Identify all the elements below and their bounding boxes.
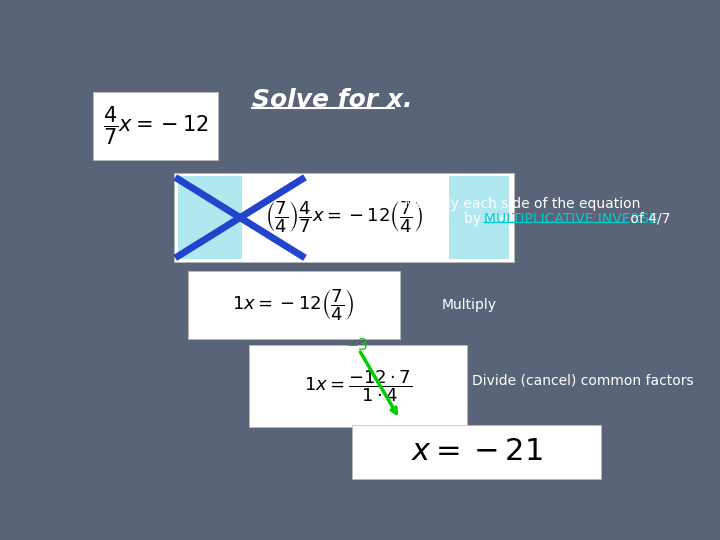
Text: Solve for x.: Solve for x. — [252, 87, 413, 112]
Text: $x = -21$: $x = -21$ — [410, 437, 542, 467]
Text: by the: by the — [464, 212, 513, 226]
FancyBboxPatch shape — [174, 173, 514, 262]
Text: of 4/7: of 4/7 — [626, 212, 670, 226]
Text: $1x = -12\left(\dfrac{7}{4}\right)$: $1x = -12\left(\dfrac{7}{4}\right)$ — [233, 287, 355, 323]
FancyBboxPatch shape — [188, 271, 400, 339]
Text: $1x = \dfrac{-12 \cdot 7}{1 \cdot 4}$: $1x = \dfrac{-12 \cdot 7}{1 \cdot 4}$ — [304, 368, 412, 404]
Text: $-3$: $-3$ — [345, 338, 369, 354]
FancyBboxPatch shape — [93, 92, 218, 160]
FancyBboxPatch shape — [249, 346, 467, 427]
FancyBboxPatch shape — [352, 426, 600, 478]
Text: $\left(\dfrac{7}{4}\right)\dfrac{4}{7}x = -12\left(\dfrac{7}{4}\right)$: $\left(\dfrac{7}{4}\right)\dfrac{4}{7}x … — [265, 200, 423, 235]
Text: Multiply each side of the equation: Multiply each side of the equation — [404, 197, 641, 211]
FancyBboxPatch shape — [178, 176, 243, 259]
Text: $\dfrac{4}{7}x = -12$: $\dfrac{4}{7}x = -12$ — [103, 105, 209, 147]
Text: MULTIPLICATIVE INVERSE: MULTIPLICATIVE INVERSE — [484, 212, 657, 226]
FancyBboxPatch shape — [449, 176, 508, 259]
Text: Divide (cancel) common factors: Divide (cancel) common factors — [472, 374, 694, 388]
Text: Multiply: Multiply — [441, 298, 497, 312]
